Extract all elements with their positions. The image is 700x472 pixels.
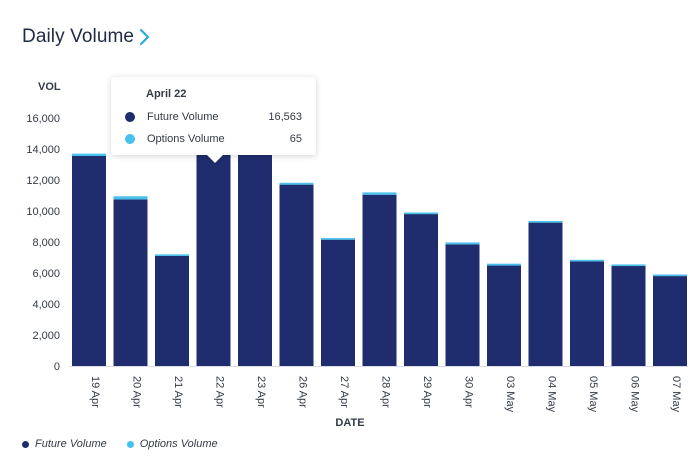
bar-options-volume[interactable] [72,153,106,156]
x-tick-label: 29 Apr [421,376,433,408]
bar-future-volume[interactable] [570,261,604,366]
bar-options-volume[interactable] [279,182,314,185]
tooltip-value: 65 [289,133,302,145]
bar-options-volume[interactable] [113,196,148,200]
x-tick-label: 07 May [670,376,682,413]
bar-future-volume[interactable] [528,222,563,366]
options-volume-swatch [126,440,134,448]
y-tick-label: 4,000 [32,299,60,311]
x-tick-label: 06 May [629,376,641,413]
legend-label: Options Volume [139,438,218,450]
x-tick-label: 04 May [546,376,558,413]
y-axis-title: VOL [38,81,61,93]
y-tick-label: 0 [54,361,60,373]
tooltip-label: Future Volume [147,111,219,123]
bar-options-volume[interactable] [570,259,604,262]
bar-future-volume[interactable] [321,239,355,366]
bar-future-volume[interactable] [362,194,397,366]
legend-item-future[interactable]: Future Volume [22,438,107,450]
y-tick-label: 6,000 [32,268,60,280]
bar-future-volume[interactable] [113,199,148,366]
tooltip-row-options: Options Volume 65 [125,133,302,145]
bar-future-volume[interactable] [238,121,272,366]
bar-options-volume[interactable] [404,212,438,215]
chart-tooltip: April 22 Future Volume 16,563 Options Vo… [111,77,316,155]
bar-future-volume[interactable] [279,184,314,366]
x-tick-label: 23 Apr [255,376,267,408]
bar-options-volume[interactable] [487,263,521,266]
bar-options-volume[interactable] [155,254,189,256]
y-tick-label: 8,000 [32,237,60,249]
chart-title: Daily Volume [22,26,135,47]
x-tick-label: 21 Apr [172,376,184,408]
y-tick-label: 14,000 [26,144,60,156]
y-tick-label: 16,000 [26,113,60,125]
options-volume-dot [125,134,135,144]
future-volume-dot [125,112,135,122]
chart-title-link[interactable]: Daily Volume [22,26,150,48]
chart-legend: Future Volume Options Volume [22,438,218,450]
bar-options-volume[interactable] [653,274,687,277]
bar-future-volume[interactable] [653,276,687,366]
x-tick-label: 27 Apr [338,376,350,408]
legend-item-options[interactable]: Options Volume [126,438,218,450]
chevron-right-icon [139,28,150,46]
x-tick-label: 22 Apr [214,376,226,408]
bar-future-volume[interactable] [611,266,646,366]
x-tick-label: 03 May [504,376,516,413]
tooltip-date: April 22 [146,88,187,100]
x-tick-label: 05 May [587,376,599,413]
bar-future-volume[interactable] [155,255,189,366]
x-axis-title: DATE [335,417,364,429]
x-tick-label: 20 Apr [131,376,143,408]
x-tick-label: 30 Apr [463,376,475,408]
y-tick-label: 2,000 [32,330,60,342]
bar-options-volume[interactable] [321,238,355,240]
bar-future-volume[interactable] [72,155,106,366]
bar-future-volume[interactable] [404,214,438,366]
x-tick-label: 28 Apr [380,376,392,408]
bar-future-volume[interactable] [445,244,480,366]
y-tick-label: 10,000 [26,206,60,218]
bar-options-volume[interactable] [528,221,563,223]
tooltip-value: 16,563 [268,111,302,123]
tooltip-label: Options Volume [147,133,225,145]
tooltip-row-future: Future Volume 16,563 [125,111,302,123]
x-tick-label: 26 Apr [297,376,309,408]
bar-options-volume[interactable] [445,242,480,245]
bar-options-volume[interactable] [611,264,646,267]
y-tick-label: 12,000 [26,175,60,187]
bar-future-volume[interactable] [487,265,521,366]
bar-options-volume[interactable] [362,192,397,195]
legend-label: Future Volume [35,438,107,450]
future-volume-swatch [22,440,29,448]
x-tick-label: 19 Apr [89,376,101,408]
